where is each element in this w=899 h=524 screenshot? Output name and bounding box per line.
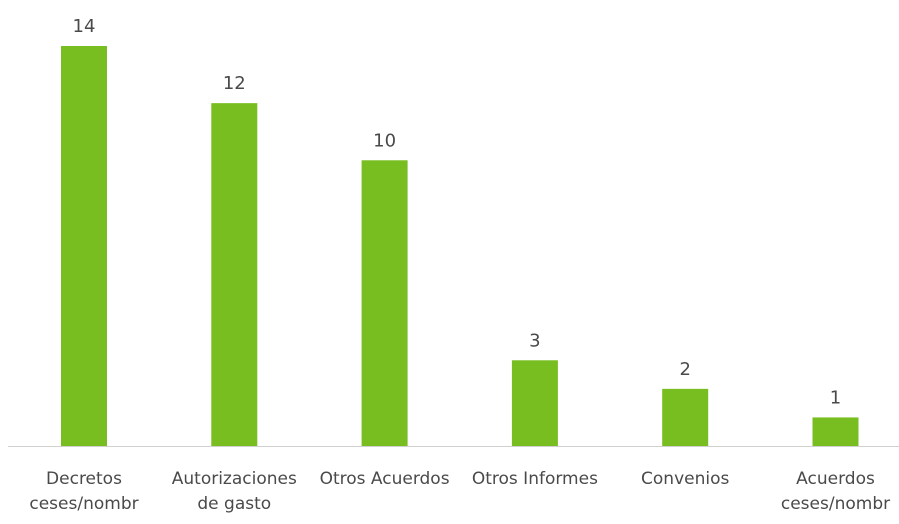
value-label-0: 14	[73, 16, 96, 37]
category-label-line: Otros Informes	[472, 469, 598, 489]
value-label-2: 10	[373, 130, 396, 151]
category-label-0: Decretos ceses/nombr	[29, 469, 138, 514]
category-label-line: ceses/nombr	[781, 494, 890, 514]
category-labels-group: Decretos ceses/nombr Autorizaciones de gast…	[29, 469, 890, 514]
category-label-3: Otros Informes	[472, 469, 598, 489]
category-label-line: Decretos	[46, 469, 122, 489]
value-label-5: 1	[830, 387, 841, 408]
category-label-line: Otros Acuerdos	[320, 469, 450, 489]
category-label-4: Convenios	[641, 469, 729, 489]
bar-5	[812, 417, 859, 446]
category-label-line: de gasto	[197, 494, 271, 514]
category-label-2: Otros Acuerdos	[320, 469, 450, 489]
bar-2	[361, 160, 408, 447]
category-label-5: Acuerdos ceses/nombr	[781, 469, 890, 514]
bars-group	[61, 46, 859, 447]
bar-1	[211, 103, 258, 447]
value-label-4: 2	[679, 359, 690, 380]
value-labels-group: 14 12 10 3 2 1	[73, 16, 842, 408]
category-label-1: Autorizaciones de gasto	[172, 469, 297, 514]
bar-0	[61, 46, 107, 446]
category-label-line: Convenios	[641, 469, 729, 489]
category-label-line: Acuerdos	[796, 469, 875, 489]
bar-4	[662, 388, 709, 446]
category-label-line: Autorizaciones	[172, 469, 297, 489]
value-label-3: 3	[529, 330, 540, 351]
bar-3	[511, 360, 558, 446]
category-label-line: ceses/nombr	[29, 494, 138, 514]
value-label-1: 12	[223, 73, 246, 94]
